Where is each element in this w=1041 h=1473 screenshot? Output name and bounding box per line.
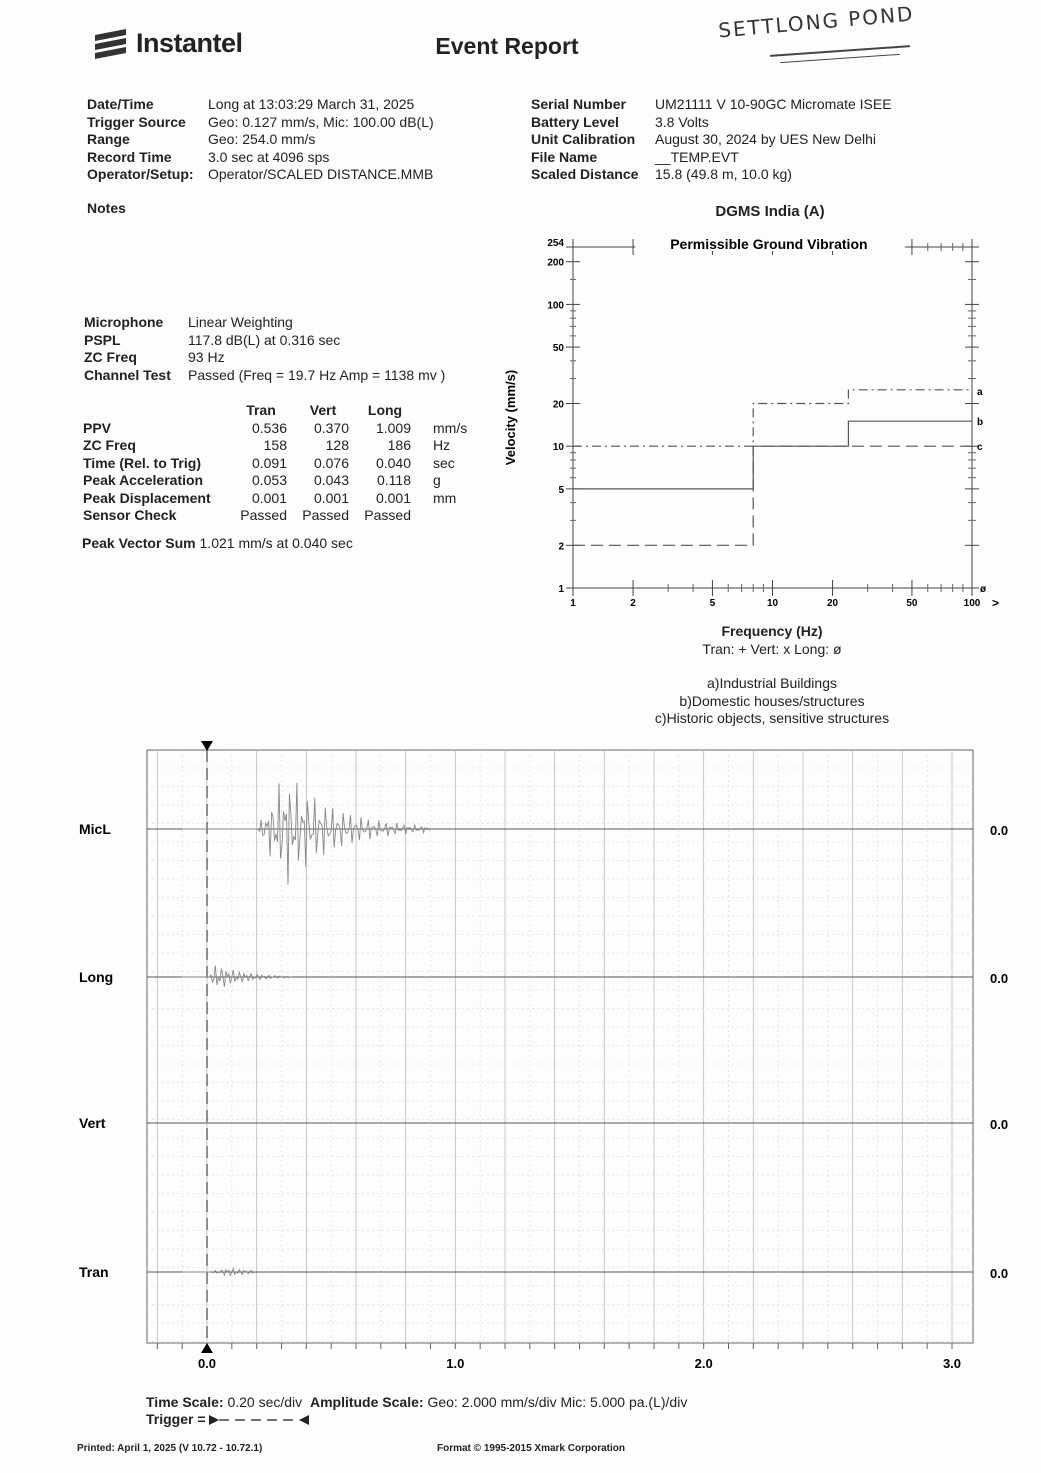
x-tick-label: 50 <box>906 598 918 609</box>
trigger-marker-top <box>201 741 213 751</box>
info-row-scaled-distance: Scaled Distance 15.8 (49.8 m, 10.0 kg) <box>531 166 792 182</box>
x-tick-label: 2 <box>630 598 636 609</box>
microphone-block: Microphone Linear Weighting PSPL 117.8 dB(… <box>84 314 445 384</box>
footnotes: a)Industrial Buildings b)Domestic houses… <box>612 675 932 728</box>
table-row: Time (Rel. to Trig) 0.091 0.076 0.040 se… <box>83 454 455 471</box>
channel-waveform <box>182 782 430 885</box>
footnote-c: c)Historic objects, sensitive structures <box>654 710 890 726</box>
table-row: Sensor Check Passed Passed Passed <box>83 507 411 523</box>
channel-label: MicL <box>79 821 111 837</box>
limit-line-c <box>573 445 972 546</box>
channel-baseline-value: 0.0 <box>990 1266 1008 1281</box>
y-tick-label: 200 <box>547 258 564 269</box>
chart-legend: Tran: + Vert: x Long: ø <box>702 641 842 657</box>
x-axis-arrow: > <box>992 596 999 610</box>
x-tick-label: 20 <box>827 598 839 609</box>
scale-info: Time Scale: 0.20 sec/div Amplitude Scale… <box>146 1394 688 1410</box>
ppv-header-row: Tran Vert Long <box>83 402 467 420</box>
format-info: Format © 1995-2015 Xmark Corporation <box>437 1443 625 1454</box>
mic-row: ZC Freq 93 Hz <box>84 349 225 365</box>
subtitle-bg <box>635 235 905 251</box>
event-info-block: Date/Time Long at 13:03:29 March 31, 2025… <box>87 96 434 184</box>
plot-frame <box>146 749 974 1344</box>
series-label-a: a <box>977 387 983 398</box>
x-tick-label: 3.0 <box>943 1356 961 1371</box>
unit-info-block: Serial Number UM21111 V 10-90GC Micromate… <box>531 96 892 184</box>
x-tick-label: 1 <box>570 598 576 609</box>
x-axis-label: Frequency (Hz) <box>721 623 823 639</box>
mic-row: Microphone Linear Weighting <box>84 314 293 330</box>
column-header: Vert <box>309 402 337 418</box>
trigger-marker-bottom <box>201 1343 213 1353</box>
plot-frame <box>572 246 973 589</box>
limit-line-b <box>573 420 972 490</box>
table-row: Peak Displacement 0.001 0.001 0.001 mm <box>83 489 457 506</box>
column-header: Long <box>367 402 403 418</box>
channel-label: Long <box>79 969 113 985</box>
y-tick-label: 254 <box>547 238 564 249</box>
report-title: Event Report <box>435 33 579 59</box>
trigger-legend: Trigger = <box>146 1411 310 1427</box>
channel-waveform <box>182 1267 256 1277</box>
info-row-record-time: Record Time 3.0 sec at 4096 sps <box>87 148 330 165</box>
channel-label: Vert <box>79 1115 106 1131</box>
end-marker: ø <box>980 584 987 595</box>
y-tick-label: 2 <box>558 541 564 552</box>
x-tick-label: 100 <box>964 598 981 609</box>
x-tick-label: 5 <box>710 598 716 609</box>
chart-title: DGMS India (A) <box>715 203 825 220</box>
series-label-c: c <box>977 442 983 453</box>
y-tick-label: 1 <box>558 584 564 595</box>
x-tick-label: 0.0 <box>198 1356 216 1371</box>
channel-waveform <box>182 965 294 987</box>
footnote-b: b)Domestic houses/structures <box>679 692 865 709</box>
info-row-battery: Battery Level 3.8 Volts <box>531 113 709 130</box>
channel-baseline-value: 0.0 <box>990 1117 1008 1132</box>
y-axis-label: Velocity (mm/s) <box>503 370 518 465</box>
ppv-table: Tran Vert Long PPV 0.536 0.370 1.009 mm/… <box>83 402 467 525</box>
footnote-a: a)Industrial Buildings <box>707 675 837 691</box>
logo-mark-icon <box>95 28 126 59</box>
info-row-file-name: File Name __TEMP.EVT <box>531 148 739 165</box>
notes-label: Notes <box>87 200 126 216</box>
info-row-calibration: Unit Calibration August 30, 2024 by UES N… <box>531 131 877 147</box>
series-label-b: b <box>977 417 983 428</box>
channel-label: Tran <box>79 1264 109 1280</box>
y-tick-label: 5 <box>558 485 564 496</box>
frequency-chart: 1 2 5 10 20 50 100 200 254 1 2 5 10 20 50 100 > ø Permissi… <box>503 235 999 610</box>
info-row-trigger-source: Trigger Source Geo: 0.127 mm/s, Mic: 100.… <box>87 113 434 130</box>
mic-row: PSPL 117.8 dB(L) at 0.316 sec <box>84 331 341 348</box>
info-row-datetime: Date/Time Long at 13:03:29 March 31, 2025 <box>87 96 415 112</box>
peak-vector-sum: Peak Vector Sum 1.021 mm/s at 0.040 sec <box>82 535 353 551</box>
info-row-serial: Serial Number UM21111 V 10-90GC Micromate… <box>531 96 892 112</box>
x-tick-label: 2.0 <box>695 1356 713 1371</box>
x-tick-label: 1.0 <box>446 1356 464 1371</box>
table-row: Peak Acceleration 0.053 0.043 0.118 g <box>83 472 441 488</box>
table-row: PPV 0.536 0.370 1.009 mm/s <box>83 419 468 436</box>
y-tick-label: 20 <box>553 400 565 411</box>
chart-subtitle: Permissible Ground Vibration <box>670 236 867 252</box>
info-row-range: Range Geo: 254.0 mm/s <box>87 131 316 147</box>
brand-name: Instantel <box>136 28 243 58</box>
channel-baseline-value: 0.0 <box>990 823 1008 838</box>
y-tick-label: 50 <box>553 343 565 354</box>
channel-baseline-value: 0.0 <box>990 971 1008 986</box>
column-header: Tran <box>246 402 276 418</box>
printed-info: Printed: April 1, 2025 (V 10.72 - 10.72.… <box>77 1443 263 1454</box>
waveform-chart: 0.0 1.0 2.0 3.0 MicL 0.0 Long 0.0 Vert 0.0 Tran 0.0 <box>79 741 1008 1371</box>
instantel-logo: Instantel <box>92 28 243 59</box>
table-row: ZC Freq 158 128 186 Hz <box>83 437 451 453</box>
limit-line-a <box>573 389 972 447</box>
y-tick-label: 10 <box>553 442 565 453</box>
x-tick-label: 10 <box>767 598 779 609</box>
y-tick-label: 100 <box>547 300 564 311</box>
info-row-operator: Operator/Setup: Operator/SCALED DISTANCE.… <box>87 166 434 182</box>
trigger-marker-icon <box>209 1415 310 1426</box>
mic-row: Channel Test Passed (Freq = 19.7 Hz Amp =… <box>84 366 446 383</box>
